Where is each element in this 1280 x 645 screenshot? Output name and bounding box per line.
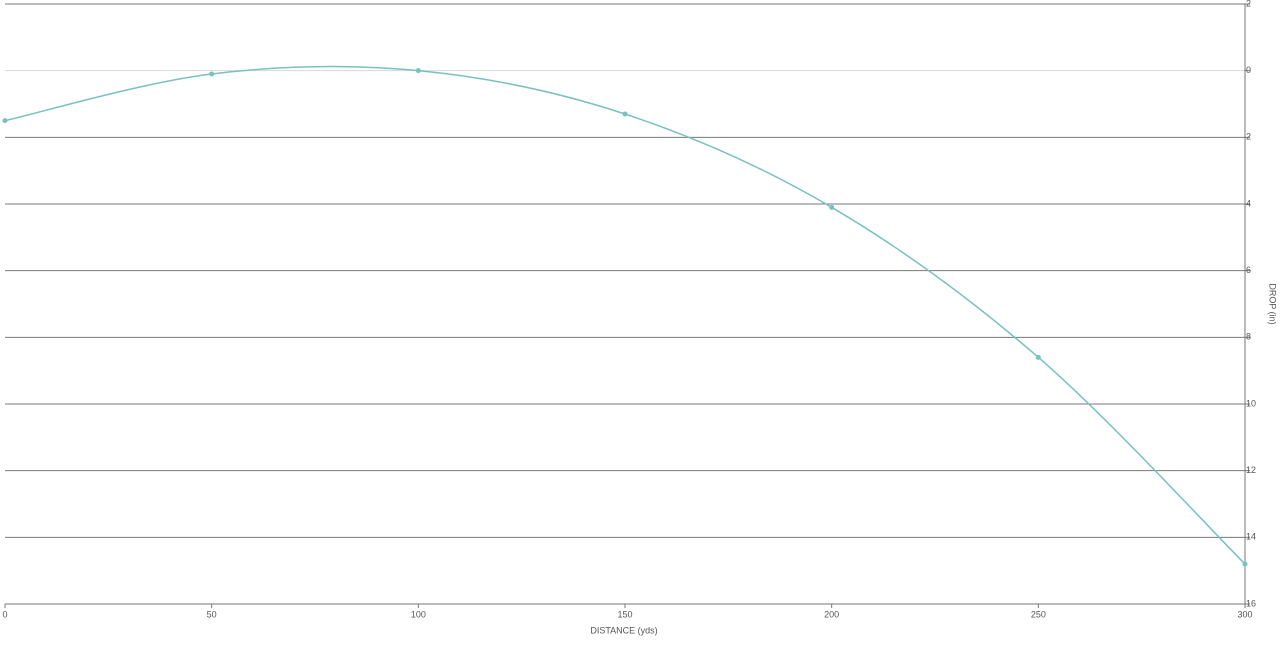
x-tick-label: 0 (2, 609, 7, 619)
point (622, 111, 628, 117)
y-tick-label: 2 (1246, 0, 1251, 8)
y-axis-title: DROP (in) (1268, 283, 1278, 324)
x-tick-label: 150 (617, 609, 632, 619)
y-tick-label: 10 (1246, 398, 1256, 408)
y-tick-label: 12 (1246, 465, 1256, 475)
point (829, 204, 835, 210)
point (1242, 561, 1248, 567)
y-tick-label: 6 (1246, 265, 1251, 275)
y-tick-label: 4 (1246, 198, 1251, 208)
x-axis-title: DISTANCE (yds) (590, 625, 657, 635)
x-tick-label: 200 (824, 609, 839, 619)
y-tick-label: 14 (1246, 532, 1256, 542)
point (415, 68, 421, 74)
x-tick-label: 300 (1237, 609, 1252, 619)
y-tick-label: 16 (1246, 598, 1256, 608)
x-tick-label: 50 (207, 609, 217, 619)
y-tick-label: 2 (1246, 132, 1251, 142)
x-tick-label: 100 (411, 609, 426, 619)
y-tick-label: 0 (1246, 65, 1251, 75)
point (1035, 354, 1041, 360)
point (209, 71, 215, 77)
x-tick-label: 250 (1031, 609, 1046, 619)
y-tick-label: 8 (1246, 332, 1251, 342)
line (4, 65, 1246, 565)
point (2, 118, 8, 124)
